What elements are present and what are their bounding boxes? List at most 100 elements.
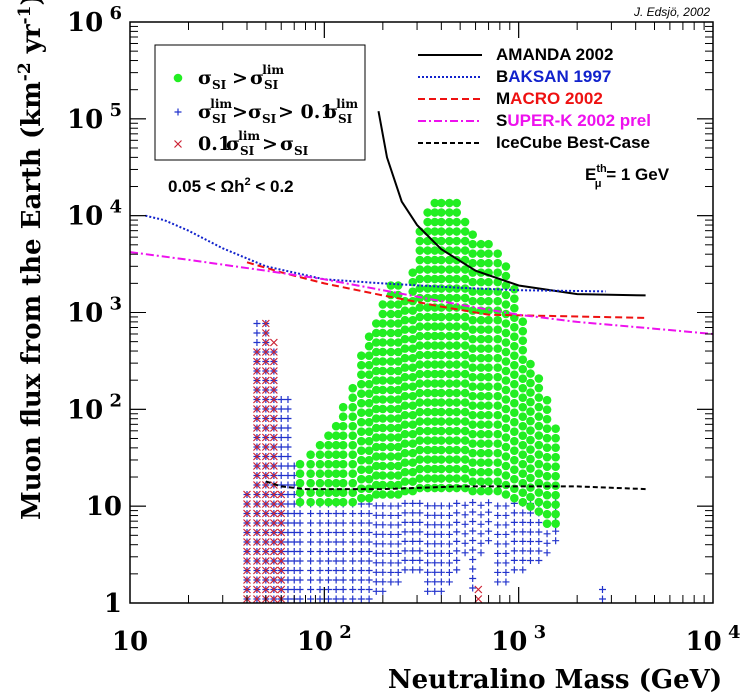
model-point-cross bbox=[269, 414, 278, 423]
model-point-dot bbox=[445, 293, 454, 303]
model-point-dot bbox=[400, 448, 410, 458]
model-point-dot bbox=[430, 445, 440, 455]
model-point-plus bbox=[535, 518, 543, 526]
density-annotation: 0.05 < Ωh2 < 0.2 bbox=[168, 176, 294, 196]
model-point-dot bbox=[430, 398, 440, 407]
model-point-plus bbox=[453, 547, 461, 555]
model-point-dot bbox=[501, 366, 511, 376]
model-point-dot bbox=[364, 379, 374, 389]
model-point-dot bbox=[445, 483, 454, 493]
model-point-plus bbox=[379, 568, 387, 576]
model-point-plus bbox=[284, 443, 292, 451]
model-point-plus bbox=[431, 559, 439, 567]
model-point-plus bbox=[316, 548, 324, 555]
model-point-plus bbox=[437, 578, 445, 586]
model-point-cross bbox=[261, 538, 270, 546]
model-point-plus bbox=[365, 576, 373, 584]
model-point-dot bbox=[445, 227, 454, 236]
model-point-plus bbox=[277, 443, 285, 451]
model-point-cross bbox=[253, 481, 261, 489]
model-point-dot bbox=[468, 486, 477, 496]
model-point-dot bbox=[378, 404, 388, 414]
model-point-dot bbox=[295, 459, 305, 469]
model-point-plus bbox=[437, 521, 445, 529]
model-point-dot bbox=[452, 464, 462, 474]
model-point-cross bbox=[269, 519, 278, 527]
model-point-plus bbox=[379, 578, 387, 586]
model-point-dot bbox=[415, 436, 425, 445]
model-point-plus bbox=[445, 530, 453, 538]
model-point-cross bbox=[269, 500, 278, 508]
model-point-plus bbox=[485, 508, 493, 516]
model-point-dot bbox=[452, 417, 462, 426]
model-point-plus bbox=[324, 548, 332, 555]
model-point-dot bbox=[460, 474, 470, 483]
model-point-plus bbox=[387, 502, 395, 510]
model-point-plus bbox=[379, 559, 387, 567]
model-point-dot bbox=[306, 497, 315, 507]
model-point-dot bbox=[393, 442, 403, 452]
model-point-dot bbox=[364, 408, 374, 417]
model-point-plus bbox=[284, 519, 292, 527]
model-point-plus bbox=[372, 549, 380, 557]
model-point-dot bbox=[415, 322, 425, 331]
model-point-dot bbox=[348, 440, 358, 450]
model-point-dot bbox=[476, 315, 486, 325]
model-point-dot bbox=[484, 363, 493, 372]
model-point-dot bbox=[484, 306, 493, 315]
model-point-dot bbox=[371, 414, 381, 423]
model-point-cross bbox=[253, 500, 261, 508]
model-point-dot bbox=[393, 347, 403, 357]
model-point-dot bbox=[501, 281, 511, 290]
model-point-dot bbox=[542, 471, 552, 481]
model-point-cross bbox=[269, 443, 278, 451]
model-point-dot bbox=[393, 385, 403, 395]
model-point-dot bbox=[484, 477, 493, 486]
model-point-dot bbox=[476, 429, 486, 439]
model-point-plus bbox=[349, 538, 357, 546]
model-point-dot bbox=[423, 388, 432, 398]
model-point-plus bbox=[535, 528, 543, 536]
model-point-dot bbox=[430, 312, 440, 322]
model-point-dot bbox=[468, 353, 477, 363]
model-point-dot bbox=[534, 469, 544, 478]
model-point-plus bbox=[543, 539, 551, 547]
svg-text:0.1: 0.1 bbox=[198, 133, 231, 155]
model-point-dot bbox=[510, 474, 519, 484]
model-point-dot bbox=[460, 284, 470, 293]
model-point-plus bbox=[316, 510, 324, 517]
model-point-dot bbox=[534, 412, 544, 421]
model-point-dot bbox=[460, 464, 470, 474]
y-tick-label: 1 bbox=[104, 589, 122, 619]
model-point-dot bbox=[331, 450, 341, 459]
model-point-dot bbox=[400, 429, 410, 439]
model-point-dot bbox=[348, 402, 358, 412]
model-point-plus bbox=[535, 547, 543, 555]
model-point-dot bbox=[493, 363, 502, 372]
model-point-plus bbox=[437, 587, 445, 595]
model-point-plus bbox=[494, 511, 502, 519]
model-point-dot bbox=[510, 370, 519, 379]
model-point-dot bbox=[400, 420, 410, 429]
model-point-dot bbox=[476, 344, 486, 353]
model-point-dot bbox=[378, 338, 388, 347]
model-point-dot bbox=[452, 388, 462, 398]
svg-text:IceCube Best-Case: IceCube Best-Case bbox=[496, 133, 650, 152]
model-point-dot bbox=[371, 328, 381, 338]
model-point-dot bbox=[430, 331, 440, 341]
model-point-dot bbox=[445, 350, 454, 360]
model-point-dot bbox=[348, 431, 358, 440]
model-point-dot bbox=[460, 217, 470, 227]
model-point-dot bbox=[408, 467, 418, 477]
model-point-plus bbox=[284, 529, 292, 536]
model-point-plus bbox=[349, 586, 357, 593]
model-point-cross bbox=[253, 595, 261, 603]
model-point-plus bbox=[469, 527, 477, 535]
model-point-cross bbox=[253, 519, 261, 527]
model-point-dot bbox=[493, 296, 502, 306]
model-point-dot bbox=[468, 325, 477, 334]
model-point-dot bbox=[542, 395, 552, 405]
model-point-plus bbox=[284, 462, 292, 470]
model-point-dot bbox=[357, 455, 366, 465]
